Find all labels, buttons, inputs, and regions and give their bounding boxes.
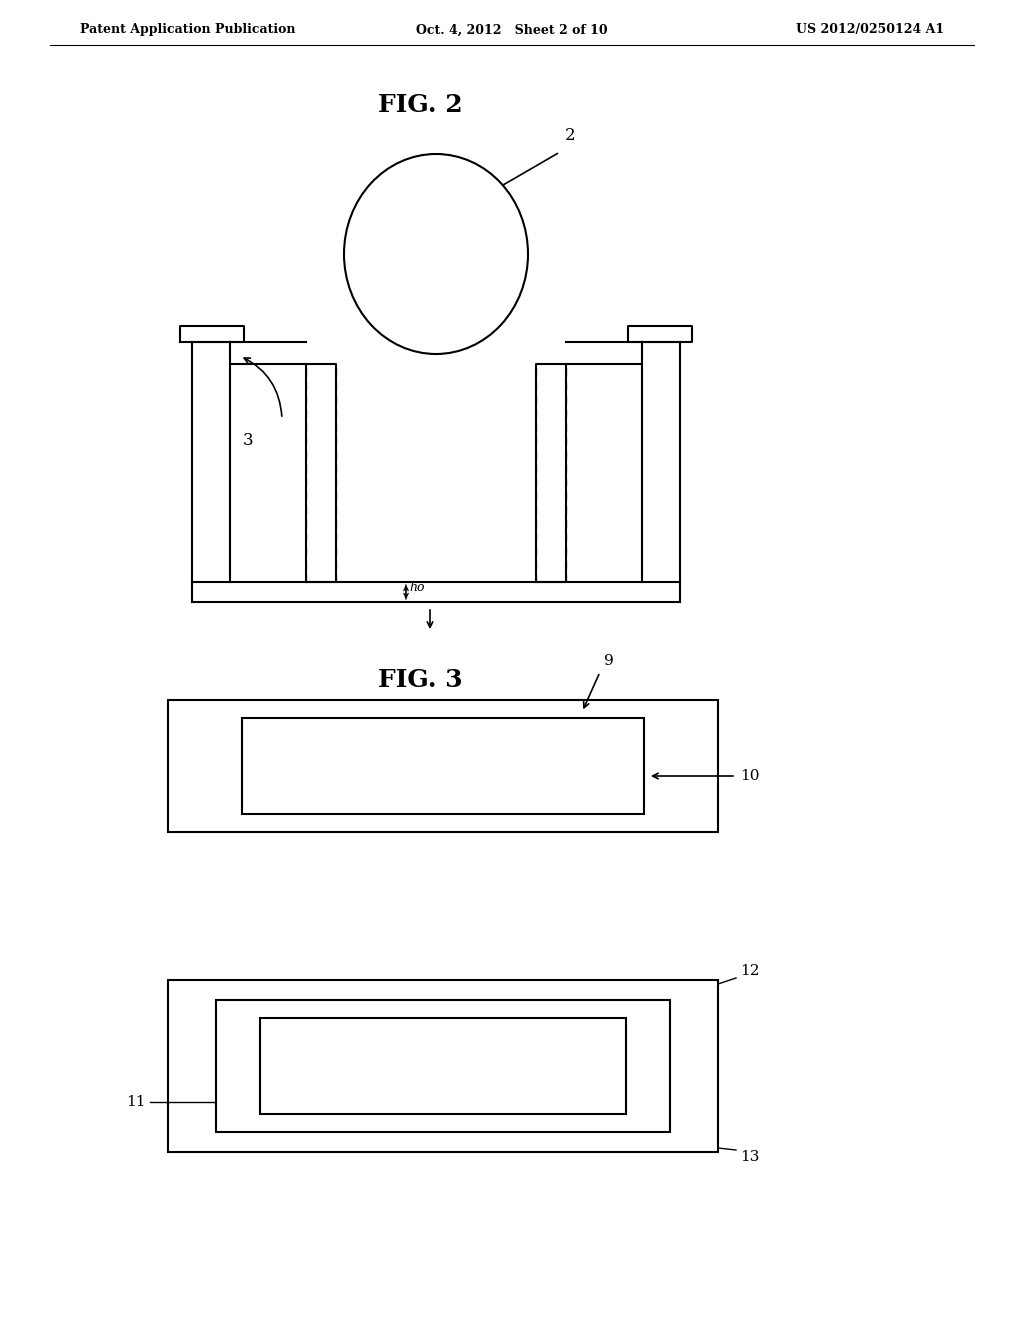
Bar — [168, 700, 718, 832]
Text: FIG. 3: FIG. 3 — [378, 668, 462, 692]
Ellipse shape — [344, 154, 528, 354]
Text: 10: 10 — [740, 770, 760, 783]
Text: US 2012/0250124 A1: US 2012/0250124 A1 — [796, 24, 944, 37]
Bar — [216, 1001, 670, 1133]
Text: 11: 11 — [127, 1096, 146, 1109]
Bar — [168, 700, 718, 832]
Bar — [168, 979, 718, 1152]
Text: FIG. 2: FIG. 2 — [378, 92, 462, 117]
Text: 9: 9 — [604, 653, 613, 668]
Text: Patent Application Publication: Patent Application Publication — [80, 24, 296, 37]
Bar — [260, 1018, 626, 1114]
Bar — [216, 1001, 670, 1133]
Bar — [168, 979, 718, 1152]
Text: 2: 2 — [565, 127, 575, 144]
Text: 13: 13 — [740, 1150, 760, 1164]
Bar — [242, 718, 644, 814]
Text: 12: 12 — [740, 964, 760, 978]
Text: ho: ho — [409, 581, 425, 594]
Text: 3: 3 — [243, 432, 253, 449]
Text: Oct. 4, 2012   Sheet 2 of 10: Oct. 4, 2012 Sheet 2 of 10 — [416, 24, 608, 37]
